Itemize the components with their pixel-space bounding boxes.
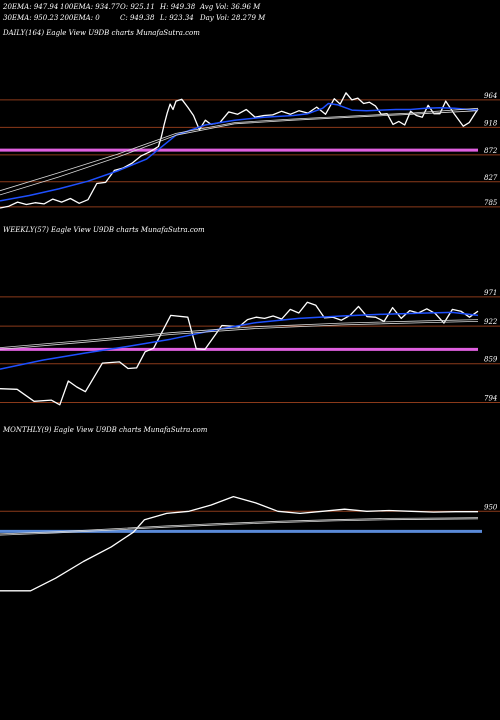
y-tick-label: 859 <box>484 356 498 364</box>
stat-high: H: 949.38 <box>159 3 196 11</box>
y-tick-label: 827 <box>484 174 498 182</box>
series-price <box>0 92 479 209</box>
daily-panel-title: DAILY(164) Eagle View U9DB charts Munafa… <box>2 29 200 37</box>
stat-low: L: 923.34 <box>159 14 194 22</box>
series-ema-fast <box>0 311 479 370</box>
series-ema-slow-a <box>0 518 479 536</box>
y-tick-label: 918 <box>484 119 498 127</box>
y-tick-label: 872 <box>484 147 498 155</box>
series-price <box>0 495 478 592</box>
y-tick-label: 971 <box>484 289 497 297</box>
series-ema-slow-b <box>0 319 479 348</box>
stat-close: C: 949.38 <box>120 14 155 22</box>
weekly-panel-title: WEEKLY(57) Eagle View U9DB charts Munafa… <box>3 226 205 234</box>
series-ema-slow-a <box>0 321 479 350</box>
y-tick-label: 964 <box>484 92 497 100</box>
stat-avg-vol: Avg Vol: 36.96 M <box>199 3 261 11</box>
stat-30ema: 30EMA: 950.23 <box>3 14 59 22</box>
y-tick-label: 794 <box>484 394 497 402</box>
stat-200ema: 200EMA: 0 <box>59 14 100 22</box>
y-tick-label: 950 <box>484 503 498 511</box>
header-stats: 20EMA: 947.94 100EMA: 934.77 O: 925.11 H… <box>2 3 266 22</box>
y-tick-label: 922 <box>484 318 498 326</box>
daily-panel: 964 918 872 827 785 <box>0 92 500 209</box>
series-ema-slow-b <box>0 517 479 535</box>
stat-open: O: 925.11 <box>120 3 155 11</box>
y-tick-label: 785 <box>484 199 498 207</box>
monthly-panel: 950 <box>0 495 500 592</box>
stat-20ema: 20EMA: 947.94 <box>2 3 58 11</box>
series-ema-slow-b <box>0 107 479 192</box>
series-ema-slow-a <box>0 110 479 196</box>
weekly-panel: 971 922 859 794 <box>0 289 500 406</box>
series-ema-fast <box>0 102 479 202</box>
monthly-panel-title: MONTHLY(9) Eagle View U9DB charts Munafa… <box>2 426 208 434</box>
series-price <box>0 301 479 406</box>
stat-100ema: 100EMA: 934.77 <box>60 3 120 11</box>
stat-day-vol: Day Vol: 28.279 M <box>199 14 266 22</box>
